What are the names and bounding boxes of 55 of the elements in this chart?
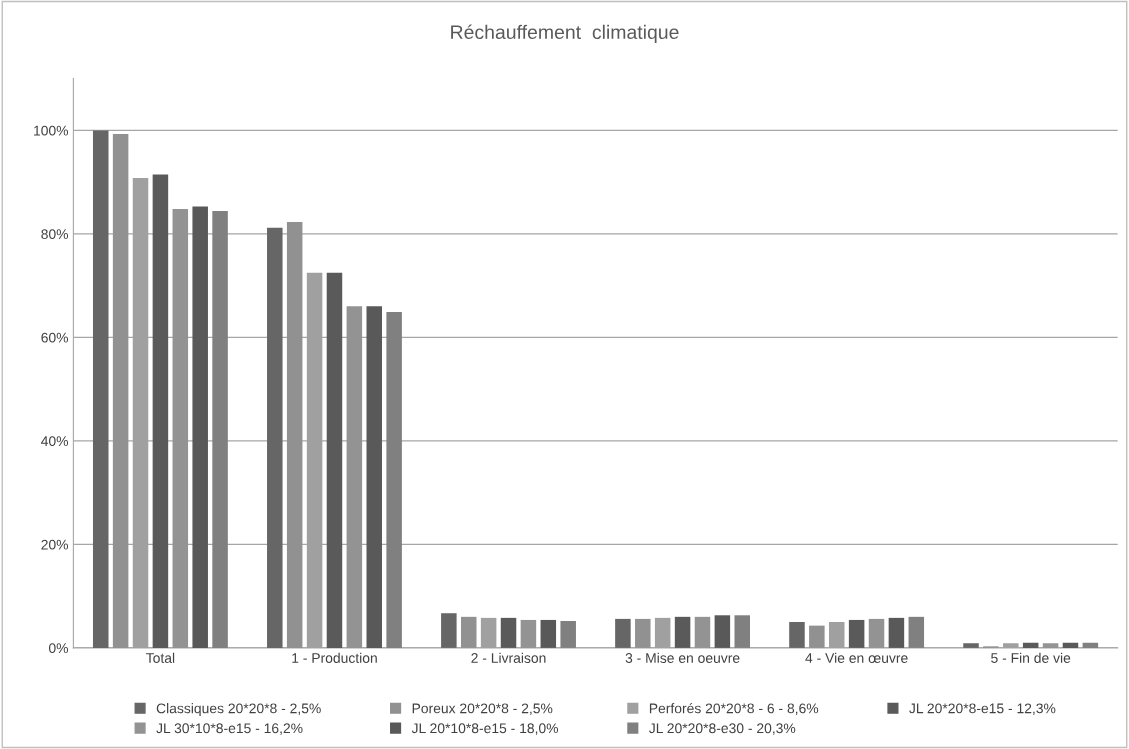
bar <box>326 272 343 648</box>
bar <box>172 209 189 648</box>
chart-title: Réchauffement climatique <box>451 24 679 43</box>
bar <box>286 221 303 648</box>
x-tick-label: 1 - Production <box>292 652 377 663</box>
bar <box>441 613 457 648</box>
bar <box>848 619 865 648</box>
x-tick-label: 4 - Vie en œuvre <box>805 652 908 663</box>
bar <box>1062 642 1079 648</box>
bar <box>1082 642 1099 648</box>
legend-label: JL 20*10*8-e15 - 18,0% <box>411 723 559 735</box>
legend-label: JL 30*10*8-e15 - 16,2% <box>156 723 303 735</box>
bar <box>540 619 557 648</box>
bar <box>908 616 925 648</box>
y-tick-label: 80% <box>41 229 69 240</box>
bar <box>635 618 651 648</box>
bar <box>1042 643 1059 648</box>
y-tick-label: 0% <box>48 643 69 654</box>
bar <box>714 615 731 648</box>
y-tick-label: 100% <box>34 125 69 136</box>
bar <box>789 622 805 648</box>
x-tick-label: 3 - Mise en oeuvre <box>625 652 740 663</box>
bar <box>674 616 691 648</box>
bar <box>963 643 979 648</box>
y-tick-label: 60% <box>41 332 69 343</box>
bar <box>520 619 537 648</box>
bar <box>809 625 825 648</box>
x-tick-label: 2 - Livraison <box>471 652 546 663</box>
x-tick-label: Total <box>146 652 175 663</box>
bar <box>615 618 631 648</box>
bar <box>1022 642 1039 648</box>
y-tick-label: 40% <box>41 436 69 447</box>
legend-label: Perforés 20*20*8 - 6 - 8,6% <box>649 702 819 715</box>
legend-label: Classiques 20*20*8 - 2,5% <box>156 703 321 717</box>
bar <box>267 227 283 648</box>
bar <box>112 134 129 648</box>
x-tick-label: 5 - Fin de vie <box>991 652 1071 663</box>
bar <box>152 174 169 648</box>
bar <box>92 130 109 648</box>
legend-label: JL 20*20*8-e30 - 20,3% <box>649 723 796 735</box>
bar <box>460 616 477 648</box>
bar <box>560 620 576 648</box>
y-tick-label: 20% <box>41 539 69 550</box>
bar <box>212 211 228 648</box>
bar <box>734 615 751 648</box>
bar <box>192 206 208 648</box>
bar <box>888 617 905 648</box>
bar <box>366 306 383 648</box>
bar <box>868 618 885 648</box>
legend-label: Poreux 20*20*8 - 2,5% <box>412 703 553 715</box>
bar <box>346 306 363 648</box>
bar <box>386 312 402 648</box>
bar <box>500 617 517 648</box>
bar <box>694 616 711 648</box>
legend-label: JL 20*20*8-e15 - 12,3% <box>909 703 1056 715</box>
